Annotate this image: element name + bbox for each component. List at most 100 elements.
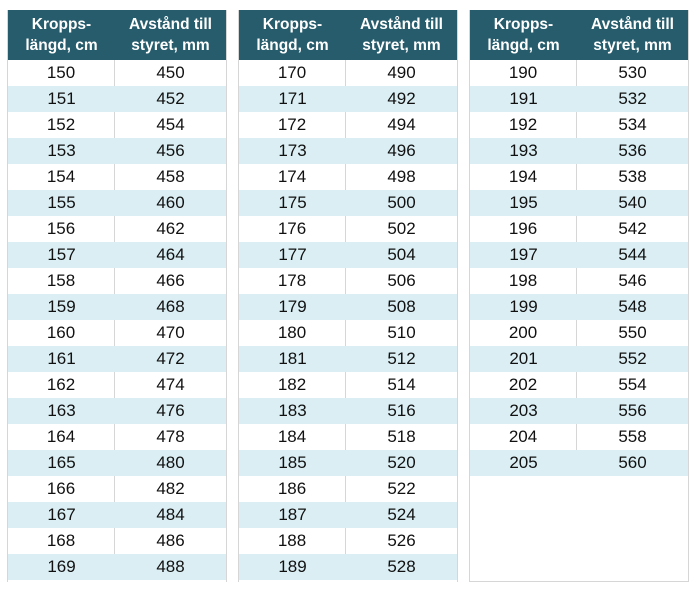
header-text-line: Kropps-: [262, 16, 323, 33]
cell-handlebar-distance: 494: [387, 115, 416, 134]
cell-body-length: 197: [509, 245, 538, 264]
table-row: 154 458: [8, 164, 226, 190]
cell-handlebar-distance: 462: [156, 219, 185, 238]
cell-body-length: 189: [278, 557, 307, 576]
table-row: 193 536: [470, 138, 688, 164]
cell-handlebar-distance: 542: [618, 219, 647, 238]
table-row: 170 490: [239, 60, 457, 86]
cell-handlebar-distance: 556: [618, 401, 647, 420]
cell-body-length: 163: [47, 401, 76, 420]
cell-handlebar-distance: 492: [387, 89, 416, 108]
cell-body-length: 171: [278, 89, 307, 108]
cell-handlebar-distance: 496: [387, 141, 416, 160]
cell-handlebar-distance: 460: [156, 193, 185, 212]
table-row: 188 526: [239, 528, 457, 554]
table-row: 203 556: [470, 398, 688, 424]
empty-cells-area: [470, 476, 688, 581]
cell-body-length: 176: [239, 216, 346, 242]
cell-body-length: 180: [239, 320, 346, 346]
cell-body-length: 200: [470, 320, 577, 346]
cell-body-length: 150: [8, 60, 115, 86]
cell-handlebar-distance: 520: [387, 453, 416, 472]
cell-body-length: 155: [47, 193, 76, 212]
table-row: 186 522: [239, 476, 457, 502]
table-row: 180 510: [239, 320, 457, 346]
cell-handlebar-distance: 464: [156, 245, 185, 264]
col-header-handlebar-distance: Avstånd till styret, mm: [346, 10, 457, 60]
header-text-line: Avstånd till: [360, 16, 443, 33]
cell-handlebar-distance: 486: [156, 531, 185, 550]
cell-body-length: 164: [8, 424, 115, 450]
table-row: 201 552: [470, 346, 688, 372]
table-row: 168 486: [8, 528, 226, 554]
table-row: 198 546: [470, 268, 688, 294]
cell-handlebar-distance: 534: [618, 115, 647, 134]
cell-body-length: 175: [278, 193, 307, 212]
cell-handlebar-distance: 478: [156, 427, 185, 446]
cell-handlebar-distance: 536: [618, 141, 647, 160]
header-text-line: styret, mm: [593, 37, 672, 54]
table-row: 192 534: [470, 112, 688, 138]
table-row: 185 520: [239, 450, 457, 476]
cell-handlebar-distance: 480: [156, 453, 185, 472]
header-text-line: Avstånd till: [591, 16, 674, 33]
table-row: 169 488: [8, 554, 226, 580]
table-row: 179 508: [239, 294, 457, 320]
cell-body-length: 178: [239, 268, 346, 294]
table-row: 183 516: [239, 398, 457, 424]
table-row: 187 524: [239, 502, 457, 528]
cell-body-length: 193: [509, 141, 538, 160]
cell-handlebar-distance: 456: [156, 141, 185, 160]
cell-body-length: 186: [239, 476, 346, 502]
table-row: 152 454: [8, 112, 226, 138]
table-row: 153 456: [8, 138, 226, 164]
cell-body-length: 201: [509, 349, 538, 368]
cell-handlebar-distance: 524: [387, 505, 416, 524]
cell-body-length: 204: [470, 424, 577, 450]
cell-handlebar-distance: 472: [156, 349, 185, 368]
table-row: 156 462: [8, 216, 226, 242]
table-row: 181 512: [239, 346, 457, 372]
header-text-line: längd, cm: [25, 37, 98, 54]
table-row: 175 500: [239, 190, 457, 216]
table-row: 167 484: [8, 502, 226, 528]
cell-body-length: 154: [8, 164, 115, 190]
table-row: 199 548: [470, 294, 688, 320]
cell-body-length: 159: [47, 297, 76, 316]
cell-body-length: 158: [8, 268, 115, 294]
cell-handlebar-distance: 484: [156, 505, 185, 524]
col-header-handlebar-distance: Avstånd till styret, mm: [577, 10, 688, 60]
cell-body-length: 165: [47, 453, 76, 472]
table-header: Kropps-längd, cm Avstånd till styret, mm: [239, 10, 457, 60]
cell-handlebar-distance: 512: [387, 349, 416, 368]
cell-handlebar-distance: 560: [618, 453, 647, 472]
cell-body-length: 170: [239, 60, 346, 86]
table-row: 164 478: [8, 424, 226, 450]
cell-handlebar-distance: 514: [387, 375, 416, 394]
table-body: 170 490 171 492 172 494 173 496 174 498 175 500 176 5…: [239, 60, 457, 580]
cell-body-length: 185: [278, 453, 307, 472]
cell-handlebar-distance: 558: [618, 427, 647, 446]
cell-handlebar-distance: 522: [387, 479, 416, 498]
table-row: 161 472: [8, 346, 226, 372]
cell-body-length: 199: [509, 297, 538, 316]
cell-body-length: 153: [47, 141, 76, 160]
cell-handlebar-distance: 488: [156, 557, 185, 576]
cell-handlebar-distance: 506: [387, 271, 416, 290]
col-header-body-length: Kropps-längd, cm: [8, 10, 115, 60]
cell-body-length: 190: [470, 60, 577, 86]
cell-handlebar-distance: 528: [387, 557, 416, 576]
cell-body-length: 169: [47, 557, 76, 576]
table-row: 177 504: [239, 242, 457, 268]
table-row: 160 470: [8, 320, 226, 346]
header-text-line: Avstånd till: [129, 16, 212, 33]
table-row: 196 542: [470, 216, 688, 242]
cell-handlebar-distance: 476: [156, 401, 185, 420]
col-header-handlebar-distance: Avstånd till styret, mm: [115, 10, 226, 60]
cell-body-length: 181: [278, 349, 307, 368]
cell-body-length: 174: [239, 164, 346, 190]
cell-handlebar-distance: 498: [387, 167, 416, 186]
table-row: 176 502: [239, 216, 457, 242]
table-row: 191 532: [470, 86, 688, 112]
table-row: 151 452: [8, 86, 226, 112]
